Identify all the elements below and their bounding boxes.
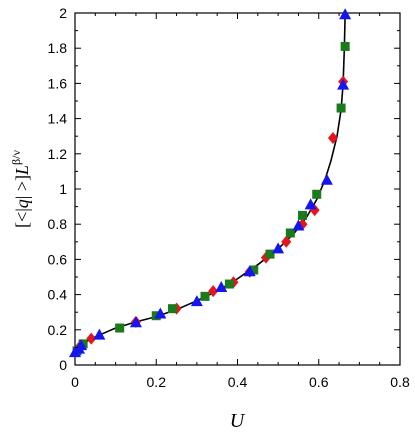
y-tick-label: 0.2	[48, 322, 68, 338]
y-tick-label: 2	[59, 5, 67, 21]
x-tick-label: 0	[71, 374, 79, 390]
diamond-marker	[208, 285, 219, 298]
y-tick-label: 1.2	[48, 146, 68, 162]
x-tick-label: 0.8	[390, 374, 410, 390]
y-axis-ticks: 0 0.2 0.4 0.6 0.8 1 1.2 1.4 1.6 1.8 2	[48, 5, 400, 373]
x-axis-label: U	[230, 410, 246, 432]
x-tick-label: 0.6	[309, 374, 329, 390]
triangle-marker	[292, 219, 305, 231]
y-tick-label: 1.6	[48, 75, 68, 91]
triangle-marker	[93, 328, 106, 340]
triangle-marker	[154, 307, 167, 319]
triangle-marker	[190, 295, 203, 307]
triangle-marker	[215, 281, 228, 293]
triangle-marker	[337, 78, 350, 90]
y-tick-label: 0.6	[48, 251, 68, 267]
square-marker	[115, 323, 125, 333]
square-marker	[200, 291, 210, 301]
y-tick-label: 1	[59, 181, 67, 197]
triangle-marker	[272, 242, 285, 254]
fit-curve	[74, 12, 346, 355]
triangle-marker	[339, 8, 352, 20]
triangle-marker	[304, 198, 317, 210]
y-axis-label: [<|q| >]Lβ/ν	[9, 149, 32, 227]
square-marker	[168, 304, 177, 314]
y-tick-label: 0.8	[48, 216, 68, 232]
square-marker	[285, 228, 295, 238]
plot-frame	[74, 12, 401, 366]
x-tick-label: 0.4	[228, 374, 248, 390]
x-axis-ticks: 0 0.2 0.4 0.6 0.8	[71, 13, 410, 390]
square-marker	[265, 249, 275, 259]
triangle-marker	[243, 265, 256, 277]
square-marker	[249, 265, 259, 275]
x-tick-label: 0.2	[147, 374, 167, 390]
y-tick-label: 0	[59, 357, 67, 373]
diamond-marker	[281, 235, 292, 248]
series-square-markers	[72, 41, 350, 356]
y-tick-label: 1.8	[48, 40, 68, 56]
diamond-marker	[86, 332, 97, 345]
triangle-marker	[129, 316, 142, 328]
square-marker	[340, 41, 350, 51]
series-triangle-markers	[69, 8, 352, 358]
markers-layer	[69, 8, 352, 358]
y-tick-label: 0.4	[48, 287, 68, 303]
y-tick-label: 1.4	[48, 111, 68, 127]
square-marker	[298, 210, 307, 220]
square-marker	[224, 279, 234, 289]
square-marker	[336, 103, 346, 113]
diamond-marker	[327, 131, 338, 144]
series-diamond-markers	[74, 75, 349, 354]
square-marker	[312, 189, 322, 199]
fit-curve-layer	[74, 12, 346, 355]
triangle-marker	[75, 339, 88, 351]
triangle-marker	[320, 173, 333, 185]
